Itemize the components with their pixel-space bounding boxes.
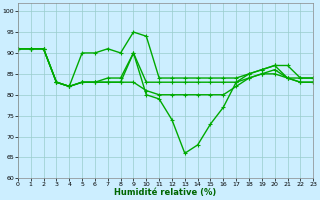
X-axis label: Humidité relative (%): Humidité relative (%) [115, 188, 217, 197]
